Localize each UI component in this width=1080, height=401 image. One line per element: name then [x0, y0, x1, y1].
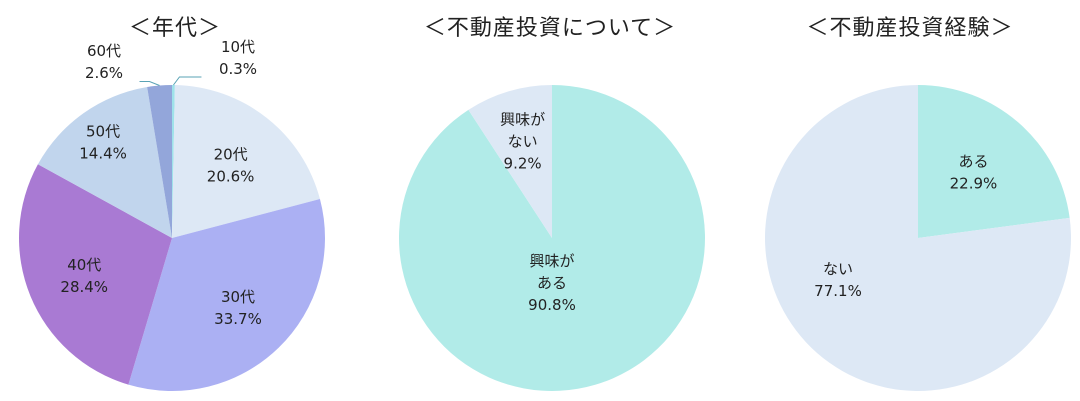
slice-label: 40代 28.4% — [60, 256, 108, 296]
slice-label: 20代 20.6% — [207, 145, 255, 185]
interest-pie-svg: 興味がある 90.8% 興味がない 9.2% — [399, 85, 705, 391]
age-pie-svg: 20代 20.6% 30代 33.7% 40代 28.4% 50代 14.4% 60代 2.6% 1… — [18, 38, 325, 392]
slice-label: ある 22.9% — [950, 153, 998, 193]
chart-title: ＜不動産投資経験＞ — [806, 16, 1014, 41]
slice-label: ない 77.1% — [814, 260, 862, 300]
slice-label: 興味がある 90.8% — [528, 252, 576, 314]
age-chart: ＜年代＞ 20代 20.6% 30代 33.7% 40代 28.4% 50代 14.4% 60代… — [0, 0, 350, 401]
slice-label: 10代 0.3% — [219, 38, 257, 78]
leader-line — [173, 76, 202, 86]
pie-slice — [172, 85, 175, 238]
pie-slice — [18, 164, 172, 385]
pie-slice — [172, 85, 320, 238]
pie-slice — [918, 85, 1070, 238]
interest-chart: ＜不動産投資について＞ 興味がある 90.8% 興味がない 9.2% — [370, 0, 730, 401]
slice-label: 50代 14.4% — [79, 123, 127, 163]
pie-slice — [468, 85, 552, 238]
chart-title: ＜年代＞ — [128, 16, 221, 41]
experience-pie-svg: ある 22.9% ない 77.1% — [765, 85, 1071, 391]
pie-slice — [147, 85, 172, 238]
slice-label: 60代 2.6% — [85, 42, 123, 82]
leader-line — [139, 81, 160, 86]
pie-slice — [128, 199, 325, 392]
experience-chart: ＜不動産投資経験＞ ある 22.9% ない 77.1% — [740, 0, 1080, 401]
chart-title: ＜不動産投資について＞ — [423, 16, 677, 41]
slice-label: 興味がない 9.2% — [500, 110, 545, 172]
slice-label: 30代 33.7% — [214, 288, 262, 328]
pie-slice — [37, 87, 172, 238]
pie-slice — [765, 85, 1071, 391]
